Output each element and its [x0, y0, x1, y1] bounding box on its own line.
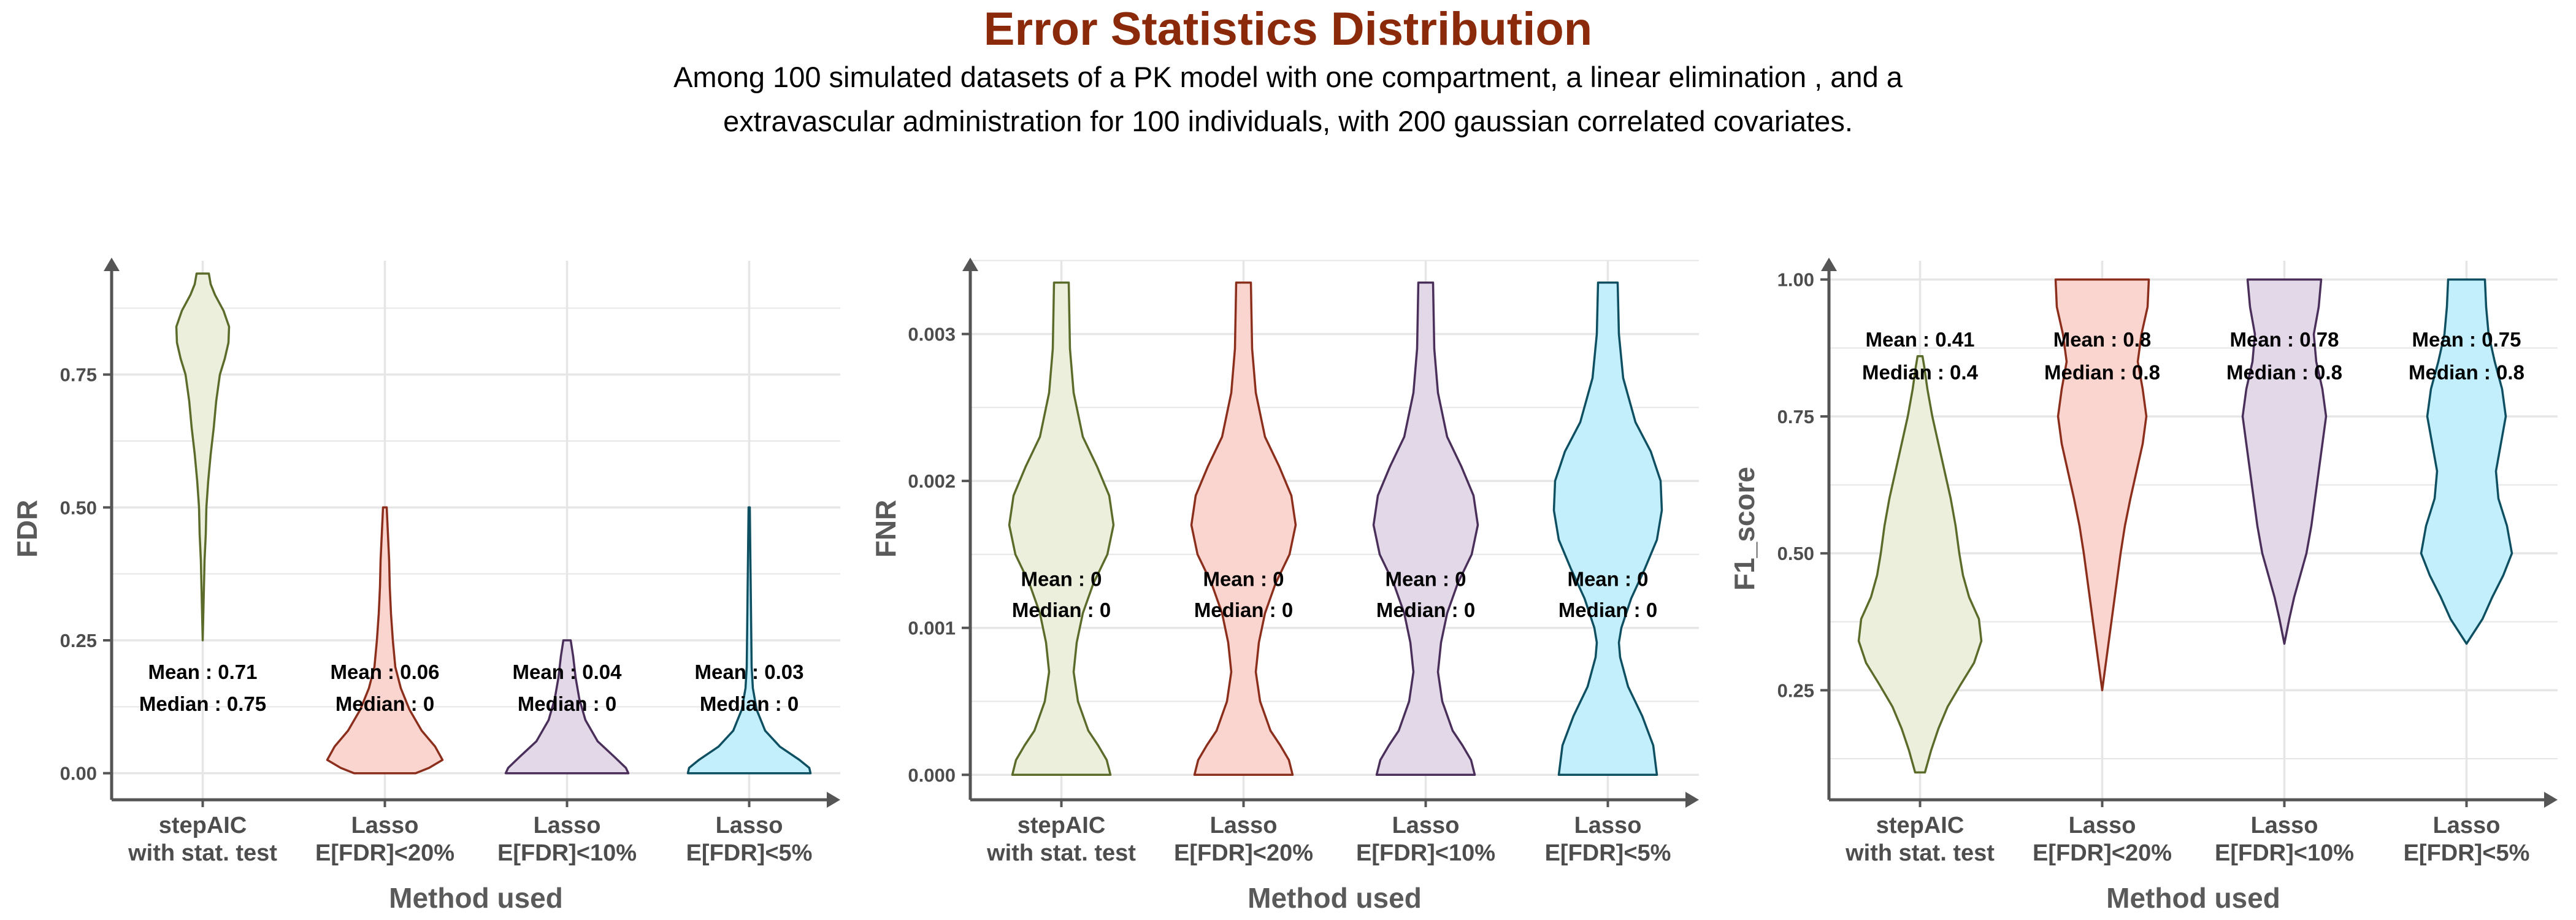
mean-label: Mean : 0.41 — [1866, 328, 1975, 351]
subtitle-line-2: extravascular administration for 100 ind… — [723, 105, 1853, 137]
x-tick-label: with stat. test — [128, 840, 277, 866]
violin-2 — [326, 506, 444, 775]
mean-label: Mean : 0.06 — [331, 661, 440, 683]
x-tick-label: E[FDR]<10% — [2215, 840, 2354, 866]
fdr-violin-chart: 0.00 0.25 0.50 0.75 FDR Mean : 0.71 Median : 0… — [11, 258, 840, 914]
median-label: Median : 0.75 — [139, 692, 266, 715]
y-axis-arrowhead — [1821, 258, 1837, 271]
x-tick-label: E[FDR]<20% — [2033, 840, 2172, 866]
x-axis-title: Method used — [1248, 882, 1422, 914]
x-tick-label: E[FDR]<20% — [315, 840, 454, 866]
y-tick-label: 0.25 — [1777, 680, 1814, 701]
violin-4 — [686, 506, 812, 775]
y-tick-label: 0.50 — [1777, 543, 1814, 564]
y-tick-label: 0.000 — [908, 764, 956, 786]
x-tick-label: E[FDR]<20% — [1174, 840, 1313, 866]
x-tick-label: E[FDR]<5% — [686, 840, 813, 866]
x-tick-label: E[FDR]<10% — [497, 840, 637, 866]
violin-3 — [2241, 278, 2328, 645]
y-tick-label: 1.00 — [1777, 269, 1814, 291]
mean-label: Mean : 0.04 — [513, 661, 623, 683]
f1-score-violin-chart: 0.25 0.50 0.75 1.00 F1_score Mean : 0.41 Media… — [1728, 258, 2558, 914]
mean-label: Mean : 0 — [1385, 568, 1466, 591]
x-tick-label: Lasso — [1574, 813, 1642, 838]
y-axis-arrowhead — [104, 258, 120, 271]
mean-label: Mean : 0 — [1567, 568, 1648, 591]
x-axis-arrowhead — [827, 792, 840, 808]
x-tick-label: E[FDR]<10% — [1356, 840, 1495, 866]
y-tick-label: 0.001 — [908, 618, 956, 639]
mean-label: Mean : 0.78 — [2230, 328, 2339, 351]
y-tick-label: 0.25 — [60, 630, 97, 651]
subtitle-line-1: Among 100 simulated datasets of a PK mod… — [673, 61, 1903, 93]
mean-label: Mean : 0.03 — [695, 661, 804, 683]
median-label: Median : 0.8 — [2226, 361, 2342, 384]
x-axis-arrowhead — [2544, 792, 2558, 808]
x-tick-label: Lasso — [2433, 813, 2501, 838]
violin-3 — [504, 639, 630, 775]
mean-label: Mean : 0 — [1203, 568, 1284, 591]
y-axis-title: FNR — [870, 500, 902, 558]
x-tick-label: Lasso — [351, 813, 419, 838]
mean-label: Mean : 0.75 — [2412, 328, 2521, 351]
x-tick-label: Lasso — [716, 813, 783, 838]
x-tick-label: stepAIC — [1018, 813, 1106, 838]
x-tick-label: Lasso — [2069, 813, 2136, 838]
x-tick-label: Lasso — [1392, 813, 1460, 838]
violin-4 — [2420, 278, 2513, 645]
violin-1 — [175, 272, 231, 642]
median-label: Median : 0 — [1012, 599, 1111, 621]
mean-label: Mean : 0 — [1021, 568, 1102, 591]
violin-1 — [1857, 355, 1983, 774]
x-tick-label: Lasso — [1210, 813, 1278, 838]
median-label: Median : 0.8 — [2409, 361, 2524, 384]
x-tick-label: E[FDR]<5% — [1545, 840, 1671, 866]
median-label: Median : 0 — [1376, 599, 1475, 621]
y-axis-title: FDR — [11, 500, 43, 558]
violin-2 — [1190, 281, 1297, 776]
median-label: Median : 0 — [518, 692, 616, 715]
figure-subtitle: Among 100 simulated datasets of a PK mod… — [0, 55, 2576, 144]
median-label: Median : 0 — [335, 692, 434, 715]
y-tick-label: 0.75 — [60, 364, 97, 386]
y-tick-label: 0.75 — [1777, 406, 1814, 427]
violin-3 — [1372, 281, 1479, 776]
y-axis-title: F1_score — [1728, 467, 1760, 591]
y-axis-arrowhead — [962, 258, 978, 271]
x-tick-label: E[FDR]<5% — [2404, 840, 2530, 866]
mean-label: Mean : 0.8 — [2053, 328, 2152, 351]
x-tick-label: Lasso — [2251, 813, 2318, 838]
y-tick-label: 0.00 — [60, 763, 97, 784]
fnr-violin-chart: 0.000 0.001 0.002 0.003 FNR Mean : 0 Median : … — [870, 258, 1699, 914]
x-axis-arrowhead — [1685, 792, 1699, 808]
median-label: Median : 0 — [1558, 599, 1657, 621]
x-axis-title: Method used — [389, 882, 563, 914]
violin-2 — [2054, 278, 2150, 692]
x-tick-label: with stat. test — [1845, 840, 1995, 866]
mean-label: Mean : 0.71 — [148, 661, 258, 683]
x-tick-label: stepAIC — [159, 813, 247, 838]
violin-4 — [1552, 281, 1663, 776]
figure-title: Error Statistics Distribution — [983, 3, 1593, 55]
y-tick-label: 0.50 — [60, 497, 97, 518]
y-tick-label: 0.003 — [908, 324, 956, 345]
x-tick-label: stepAIC — [1876, 813, 1965, 838]
median-label: Median : 0.4 — [1862, 361, 1979, 384]
y-tick-label: 0.002 — [908, 470, 956, 492]
violin-1 — [1008, 281, 1115, 776]
median-label: Median : 0 — [700, 692, 799, 715]
x-tick-label: with stat. test — [986, 840, 1136, 866]
x-axis-title: Method used — [2106, 882, 2280, 914]
median-label: Median : 0 — [1194, 599, 1293, 621]
median-label: Median : 0.8 — [2044, 361, 2160, 384]
x-tick-label: Lasso — [534, 813, 601, 838]
